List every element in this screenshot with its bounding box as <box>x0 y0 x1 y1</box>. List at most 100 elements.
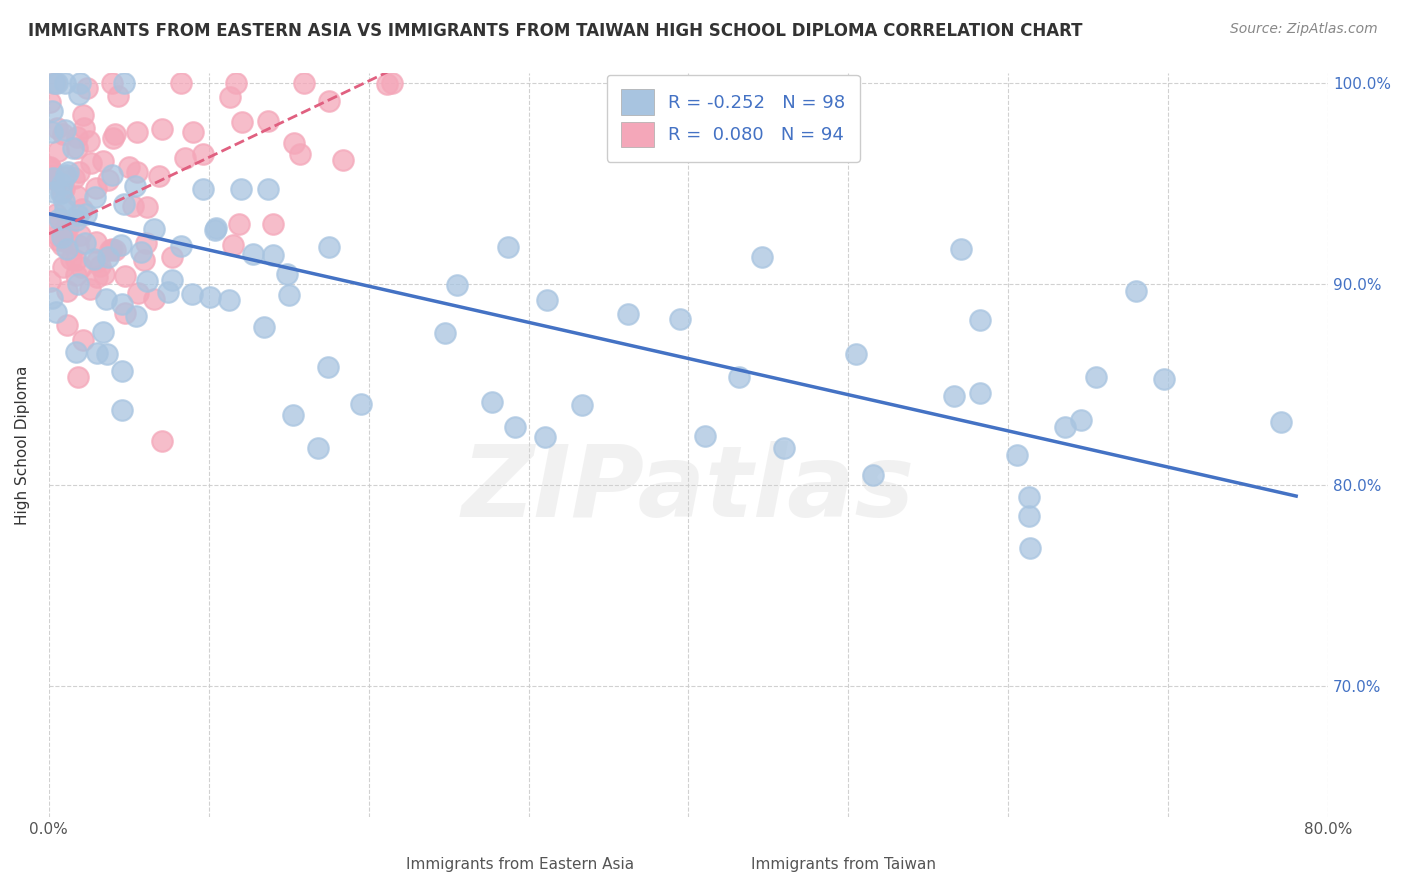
Point <box>45 304 67 318</box>
Point <box>669 312 692 326</box>
Point <box>170 239 193 253</box>
Point <box>67 164 90 178</box>
Point <box>160 251 183 265</box>
Point <box>39 160 62 174</box>
Point <box>39 95 62 109</box>
Point <box>1018 509 1040 524</box>
Point <box>132 253 155 268</box>
Point <box>136 275 159 289</box>
Text: Immigrants from Taiwan: Immigrants from Taiwan <box>751 857 936 872</box>
Point <box>107 88 129 103</box>
Point <box>318 240 340 254</box>
Point <box>104 243 127 257</box>
Point <box>283 408 305 422</box>
Point <box>72 107 94 121</box>
Point <box>276 268 298 282</box>
Point <box>56 284 79 298</box>
Point <box>129 245 152 260</box>
Point <box>104 127 127 141</box>
Point <box>1270 415 1292 429</box>
Point <box>75 207 97 221</box>
Point <box>66 370 89 384</box>
Point <box>45 227 67 242</box>
Point <box>332 153 354 167</box>
Point <box>101 242 124 256</box>
Point <box>67 237 90 252</box>
Point <box>204 221 226 235</box>
Point <box>39 161 62 175</box>
Point <box>49 186 72 200</box>
Point <box>52 260 75 274</box>
Point <box>229 182 252 196</box>
Point <box>1018 490 1040 504</box>
Point <box>86 235 108 249</box>
Point <box>950 242 973 256</box>
Point <box>48 233 70 247</box>
Point <box>191 182 214 196</box>
Point <box>55 242 77 256</box>
Point <box>124 309 146 323</box>
Point <box>150 434 173 448</box>
Point <box>53 76 76 90</box>
Point <box>219 90 242 104</box>
Point <box>845 346 868 360</box>
Point <box>121 199 143 213</box>
Point <box>157 285 180 299</box>
Point <box>124 179 146 194</box>
Point <box>42 185 65 199</box>
Point <box>503 420 526 434</box>
Point <box>218 293 240 307</box>
Point <box>231 115 253 129</box>
Point <box>292 76 315 90</box>
Point <box>617 307 640 321</box>
Point <box>318 94 340 108</box>
Point <box>288 147 311 161</box>
Point <box>180 287 202 301</box>
Point <box>80 156 103 170</box>
Point <box>45 207 67 221</box>
Legend: R = -0.252   N = 98, R =  0.080   N = 94: R = -0.252 N = 98, R = 0.080 N = 94 <box>607 75 859 161</box>
Point <box>204 223 226 237</box>
Point <box>65 345 87 359</box>
Point <box>193 147 215 161</box>
Point <box>72 202 94 216</box>
Point <box>55 217 77 231</box>
Point <box>1085 370 1108 384</box>
Point <box>67 87 90 101</box>
Point <box>66 141 89 155</box>
Point <box>86 346 108 360</box>
Point <box>62 140 84 154</box>
Point <box>56 219 79 234</box>
Point <box>110 237 132 252</box>
Point <box>135 235 157 250</box>
Point <box>198 290 221 304</box>
Point <box>79 282 101 296</box>
Point <box>51 238 73 252</box>
Point <box>41 291 63 305</box>
Point <box>58 217 80 231</box>
Point <box>51 178 73 192</box>
Point <box>98 243 121 257</box>
Point <box>534 430 557 444</box>
Point <box>83 252 105 267</box>
Point <box>76 81 98 95</box>
Point <box>56 318 79 333</box>
Point <box>143 292 166 306</box>
Point <box>86 253 108 268</box>
Point <box>41 125 63 139</box>
Point <box>728 370 751 384</box>
Text: Source: ZipAtlas.com: Source: ZipAtlas.com <box>1230 22 1378 37</box>
Point <box>114 269 136 284</box>
Point <box>39 163 62 178</box>
Point <box>434 326 457 340</box>
Point <box>65 212 87 227</box>
Point <box>65 268 87 282</box>
Point <box>93 267 115 281</box>
Point <box>60 252 83 266</box>
Point <box>44 76 66 90</box>
Point <box>42 76 65 90</box>
Point <box>942 389 965 403</box>
Point <box>136 200 159 214</box>
Point <box>316 359 339 374</box>
Point <box>101 168 124 182</box>
